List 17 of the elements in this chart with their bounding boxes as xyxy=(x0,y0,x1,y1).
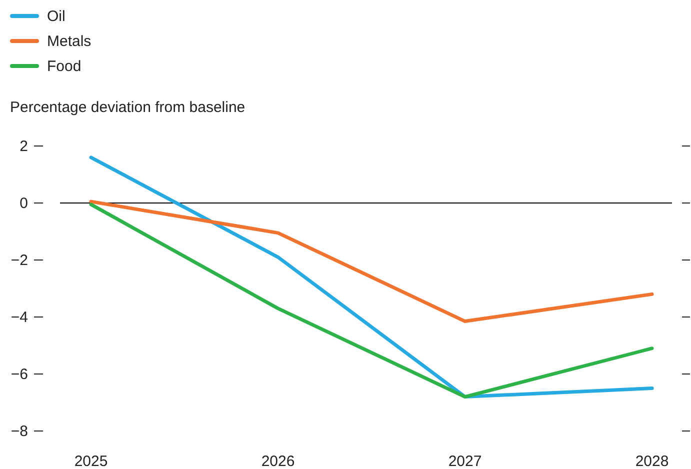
line-series xyxy=(89,156,654,399)
x-tick-label: 2025 xyxy=(74,453,108,469)
line-series xyxy=(89,200,654,324)
y-tick-label: −6 xyxy=(10,366,28,383)
x-tick-label: 2026 xyxy=(261,453,295,469)
line-series xyxy=(89,202,654,399)
legend-label: Food xyxy=(47,58,82,75)
legend-label: Oil xyxy=(47,8,66,25)
x-tick-label: 2027 xyxy=(448,453,482,469)
y-tick-label: 2 xyxy=(20,138,28,155)
y-tick-label: −2 xyxy=(10,252,28,269)
y-tick-label: 0 xyxy=(20,195,28,212)
y-tick-label: −4 xyxy=(10,309,28,326)
y-axis-title: Percentage deviation from baseline xyxy=(10,99,246,116)
y-tick-label: −8 xyxy=(10,423,28,440)
x-tick-label: 2028 xyxy=(635,453,669,469)
legend-label: Metals xyxy=(47,33,92,50)
